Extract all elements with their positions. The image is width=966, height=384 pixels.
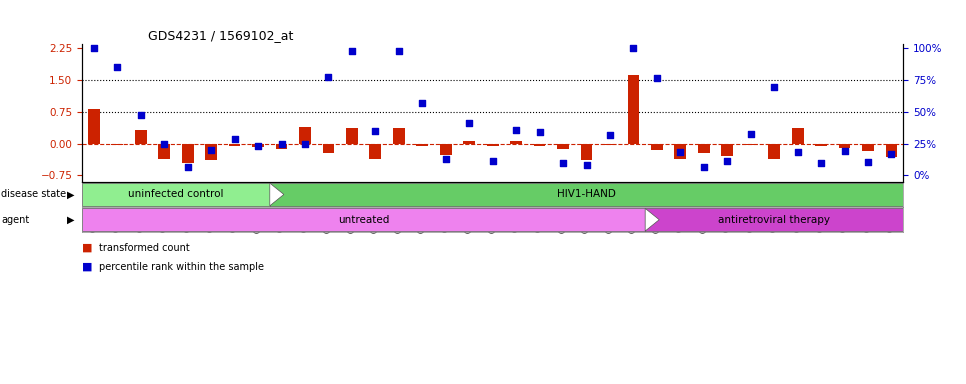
Point xyxy=(273,141,289,147)
Bar xyxy=(82,183,270,206)
Point xyxy=(579,162,594,168)
Point xyxy=(532,129,548,135)
Bar xyxy=(722,144,733,156)
Point xyxy=(696,164,712,170)
Bar xyxy=(745,144,756,145)
Point xyxy=(227,136,242,142)
Text: antiretroviral therapy: antiretroviral therapy xyxy=(718,215,830,225)
Point xyxy=(438,156,453,162)
Point xyxy=(250,143,266,149)
Point xyxy=(109,65,125,71)
Bar xyxy=(534,144,546,146)
Point xyxy=(672,149,688,155)
Bar xyxy=(182,144,193,163)
Bar xyxy=(416,144,428,146)
Bar xyxy=(645,209,903,231)
Bar xyxy=(393,128,405,144)
Polygon shape xyxy=(645,209,659,231)
Bar xyxy=(886,144,897,157)
Point xyxy=(414,100,430,106)
Bar xyxy=(270,183,903,206)
Bar xyxy=(768,144,781,159)
Bar xyxy=(792,127,804,144)
Text: uninfected control: uninfected control xyxy=(128,189,224,199)
Bar xyxy=(369,144,382,159)
Bar xyxy=(275,144,288,149)
Bar xyxy=(252,144,264,147)
Bar xyxy=(88,109,99,144)
Bar xyxy=(510,141,522,144)
Polygon shape xyxy=(270,183,284,206)
Point xyxy=(720,157,735,164)
Bar xyxy=(323,144,334,153)
Point xyxy=(813,160,829,166)
Bar xyxy=(651,144,663,150)
Bar xyxy=(698,144,710,153)
Bar xyxy=(346,127,357,144)
Bar xyxy=(206,144,217,160)
Point xyxy=(368,128,384,134)
Bar xyxy=(440,144,452,155)
Point xyxy=(156,141,172,147)
Point xyxy=(649,75,665,81)
Bar xyxy=(299,127,311,144)
Point xyxy=(626,45,641,51)
Bar xyxy=(815,144,827,146)
Bar xyxy=(464,141,475,144)
Point xyxy=(344,48,359,54)
Text: HIV1-HAND: HIV1-HAND xyxy=(557,189,616,199)
Point xyxy=(86,45,101,51)
Text: ■: ■ xyxy=(82,243,93,253)
Point xyxy=(204,147,219,153)
Point xyxy=(391,48,407,54)
Point xyxy=(766,83,781,89)
Point xyxy=(298,141,313,147)
Bar xyxy=(135,130,147,144)
Bar xyxy=(82,209,645,231)
Bar xyxy=(158,144,170,159)
Text: ▶: ▶ xyxy=(67,215,74,225)
Bar xyxy=(628,75,639,144)
Point xyxy=(790,149,806,155)
Point xyxy=(884,151,899,157)
Point xyxy=(861,159,876,165)
Text: disease state: disease state xyxy=(1,189,66,199)
Bar xyxy=(557,144,569,149)
Text: ▶: ▶ xyxy=(67,189,74,199)
Bar xyxy=(838,144,850,148)
Bar xyxy=(487,144,498,146)
Text: transformed count: transformed count xyxy=(99,243,190,253)
Text: ■: ■ xyxy=(82,262,93,272)
Point xyxy=(180,164,195,170)
Point xyxy=(743,131,758,137)
Point xyxy=(602,132,617,138)
Bar xyxy=(863,144,874,151)
Text: untreated: untreated xyxy=(338,215,389,225)
Text: GDS4231 / 1569102_at: GDS4231 / 1569102_at xyxy=(148,28,293,41)
Text: percentile rank within the sample: percentile rank within the sample xyxy=(99,262,265,272)
Point xyxy=(508,127,524,133)
Bar xyxy=(674,144,686,159)
Bar xyxy=(604,144,616,146)
Point xyxy=(555,160,571,166)
Point xyxy=(321,74,336,80)
Point xyxy=(485,157,500,164)
Point xyxy=(133,112,149,118)
Text: agent: agent xyxy=(1,215,29,225)
Bar xyxy=(581,144,592,160)
Bar xyxy=(229,144,241,146)
Point xyxy=(837,148,852,154)
Point xyxy=(462,120,477,126)
